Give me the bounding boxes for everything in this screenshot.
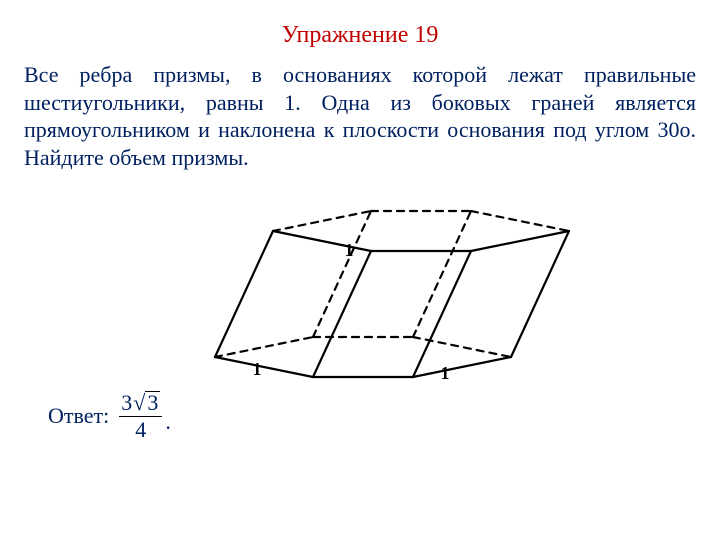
exercise-title: Упражнение 19 (24, 22, 696, 49)
svg-text:1: 1 (253, 359, 262, 379)
diagram-container: 1 1 1 (24, 175, 696, 385)
answer-numerator: 3 √ 3 (119, 391, 162, 417)
radical-sign: √ (133, 392, 145, 415)
answer-row: Ответ: 3 √ 3 4 . (48, 391, 696, 441)
answer-coeff: 3 (121, 392, 132, 414)
answer-period: . (165, 409, 171, 441)
exercise-page: Упражнение 19 Все ребра призмы, в основа… (0, 0, 720, 540)
answer-fraction: 3 √ 3 4 (119, 391, 162, 441)
problem-statement: Все ребра призмы, в основаниях которой л… (24, 61, 696, 171)
svg-text:1: 1 (441, 363, 450, 383)
radicand: 3 (145, 391, 160, 414)
answer-denominator: 4 (135, 417, 146, 441)
svg-text:1: 1 (345, 240, 354, 260)
answer-label: Ответ: (48, 403, 109, 429)
prism-diagram: 1 1 1 (145, 175, 575, 385)
sqrt: √ 3 (133, 391, 160, 414)
